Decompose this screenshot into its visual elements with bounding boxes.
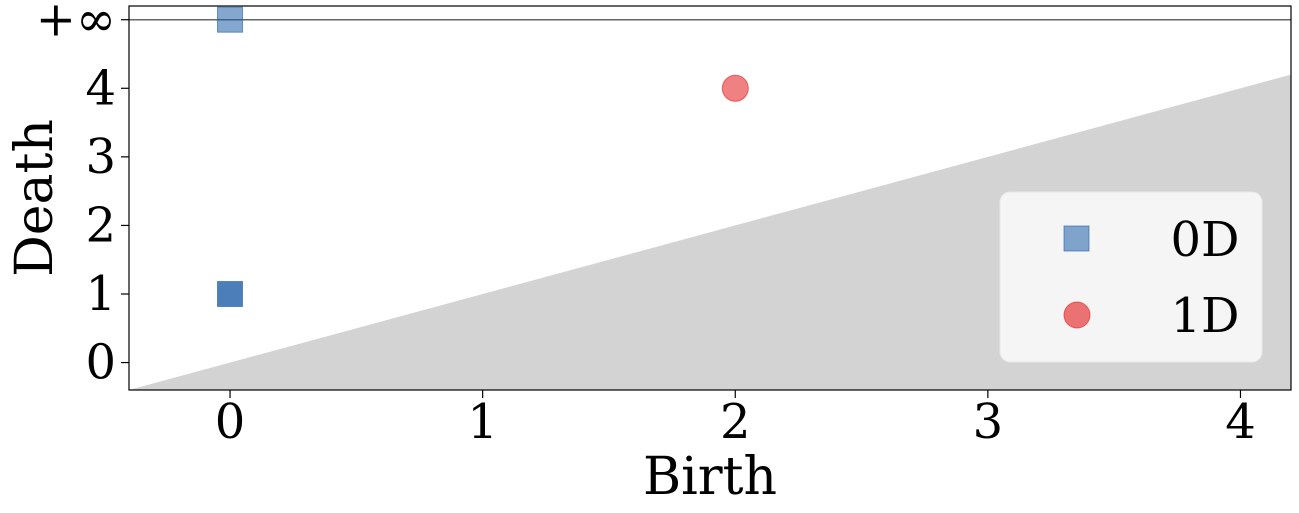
plot-frame xyxy=(128,5,1292,391)
x-tick-label: 4 xyxy=(1225,394,1256,450)
point-0d xyxy=(217,281,243,307)
legend-marker-0d xyxy=(1063,225,1090,252)
x-tick-label: 2 xyxy=(720,394,751,450)
legend-marker-1d xyxy=(1063,301,1091,329)
x-tick-label: 0 xyxy=(215,394,246,450)
y-tick-label: 2 xyxy=(85,197,116,253)
x-axis: 0 1 2 3 4 xyxy=(215,390,1256,450)
legend: 0D 1D xyxy=(999,191,1263,363)
x-axis-label: Birth xyxy=(643,447,777,507)
y-tick-label: 3 xyxy=(85,129,116,185)
point-0d xyxy=(217,6,243,33)
y-axis-label: Death xyxy=(5,119,65,277)
infinity-tick-label: +∞ xyxy=(36,0,116,48)
x-tick-label: 1 xyxy=(467,394,498,450)
legend-label-0d: 0D xyxy=(1170,212,1239,268)
y-tick-label: 1 xyxy=(85,266,116,322)
point-1d xyxy=(721,74,749,102)
legend-label-1d: 1D xyxy=(1170,288,1239,344)
y-tick-label: 0 xyxy=(85,335,116,391)
y-axis: 0 1 2 3 4 +∞ xyxy=(36,0,129,391)
x-tick-label: 3 xyxy=(973,394,1004,450)
y-tick-label: 4 xyxy=(85,60,116,116)
